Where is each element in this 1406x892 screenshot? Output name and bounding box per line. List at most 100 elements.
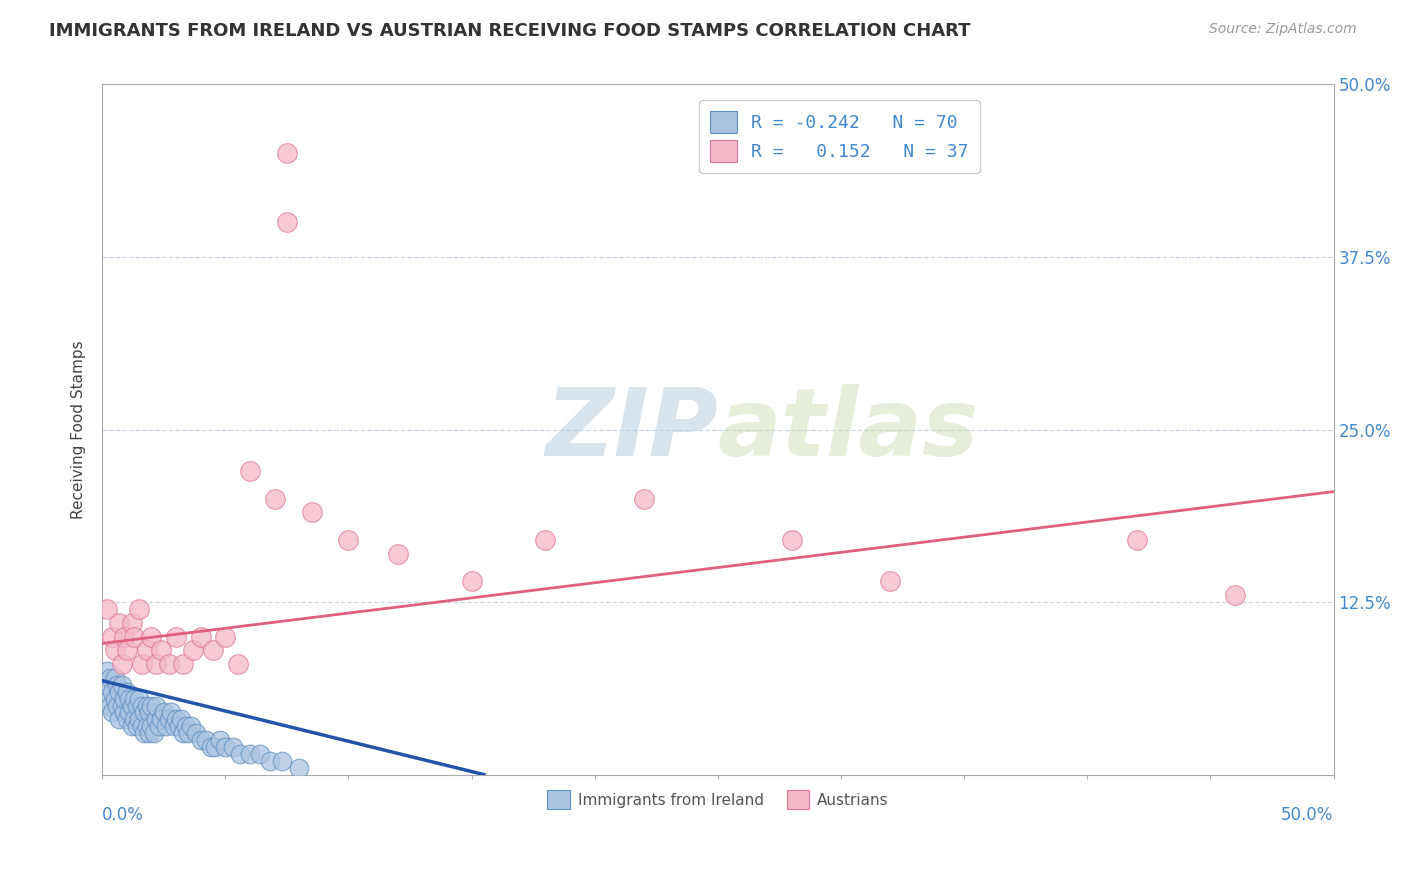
Point <box>202 643 225 657</box>
Point <box>1125 533 1147 547</box>
Point <box>121 615 143 630</box>
Point <box>633 491 655 506</box>
Point <box>112 706 135 720</box>
Point <box>96 664 118 678</box>
Text: ZIP: ZIP <box>546 384 718 475</box>
Point <box>194 733 217 747</box>
Point <box>131 657 153 672</box>
Point <box>98 671 121 685</box>
Point <box>108 685 131 699</box>
Point <box>141 630 163 644</box>
Point <box>121 719 143 733</box>
Point <box>135 643 157 657</box>
Point <box>131 698 153 713</box>
Point <box>145 698 167 713</box>
Point <box>132 726 155 740</box>
Point <box>460 574 482 589</box>
Point <box>165 630 187 644</box>
Legend: Immigrants from Ireland, Austrians: Immigrants from Ireland, Austrians <box>541 784 894 815</box>
Point <box>204 739 226 754</box>
Point <box>337 533 360 547</box>
Point <box>108 615 131 630</box>
Point <box>105 678 128 692</box>
Point <box>276 215 298 229</box>
Point <box>214 739 236 754</box>
Point <box>167 719 190 733</box>
Text: IMMIGRANTS FROM IRELAND VS AUSTRIAN RECEIVING FOOD STAMPS CORRELATION CHART: IMMIGRANTS FROM IRELAND VS AUSTRIAN RECE… <box>49 22 970 40</box>
Point <box>132 706 155 720</box>
Point <box>152 706 174 720</box>
Point <box>135 698 157 713</box>
Point <box>118 706 141 720</box>
Point <box>145 712 167 726</box>
Point <box>108 712 131 726</box>
Text: 0.0%: 0.0% <box>103 805 143 823</box>
Point <box>249 747 271 761</box>
Point <box>115 643 138 657</box>
Point <box>170 712 193 726</box>
Point <box>135 719 157 733</box>
Text: atlas: atlas <box>718 384 979 475</box>
Point <box>101 706 124 720</box>
Point <box>276 146 298 161</box>
Point <box>96 602 118 616</box>
Point <box>165 712 187 726</box>
Point <box>387 547 409 561</box>
Point <box>183 643 205 657</box>
Point <box>145 657 167 672</box>
Point <box>98 698 121 713</box>
Point <box>226 657 249 672</box>
Point <box>263 491 285 506</box>
Point <box>157 712 180 726</box>
Point <box>271 754 294 768</box>
Point <box>125 698 148 713</box>
Point <box>150 712 173 726</box>
Point <box>141 719 163 733</box>
Point <box>103 691 125 706</box>
Point <box>148 719 170 733</box>
Point <box>172 657 194 672</box>
Point <box>879 574 901 589</box>
Point <box>259 754 281 768</box>
Point <box>122 712 145 726</box>
Point <box>180 719 202 733</box>
Point <box>115 712 138 726</box>
Point <box>288 761 311 775</box>
Y-axis label: Receiving Food Stamps: Receiving Food Stamps <box>72 340 86 519</box>
Point <box>301 505 323 519</box>
Point <box>111 657 134 672</box>
Point <box>93 691 115 706</box>
Point <box>125 719 148 733</box>
Point <box>96 678 118 692</box>
Point <box>103 643 125 657</box>
Point <box>200 739 222 754</box>
Point <box>115 685 138 699</box>
Text: Source: ZipAtlas.com: Source: ZipAtlas.com <box>1209 22 1357 37</box>
Point <box>138 726 160 740</box>
Point <box>160 706 183 720</box>
Point <box>111 698 134 713</box>
Point <box>172 726 194 740</box>
Point <box>157 657 180 672</box>
Point <box>118 691 141 706</box>
Point <box>141 698 163 713</box>
Point <box>131 719 153 733</box>
Point <box>112 691 135 706</box>
Point <box>122 630 145 644</box>
Point <box>239 747 262 761</box>
Point <box>122 691 145 706</box>
Point <box>162 719 184 733</box>
Point <box>103 671 125 685</box>
Point <box>128 691 150 706</box>
Point <box>111 678 134 692</box>
Point <box>177 726 200 740</box>
Point <box>150 643 173 657</box>
Point <box>222 739 245 754</box>
Point <box>112 630 135 644</box>
Point <box>214 630 236 644</box>
Point <box>101 685 124 699</box>
Point <box>190 733 212 747</box>
Point <box>138 706 160 720</box>
Point <box>534 533 557 547</box>
Point <box>239 464 262 478</box>
